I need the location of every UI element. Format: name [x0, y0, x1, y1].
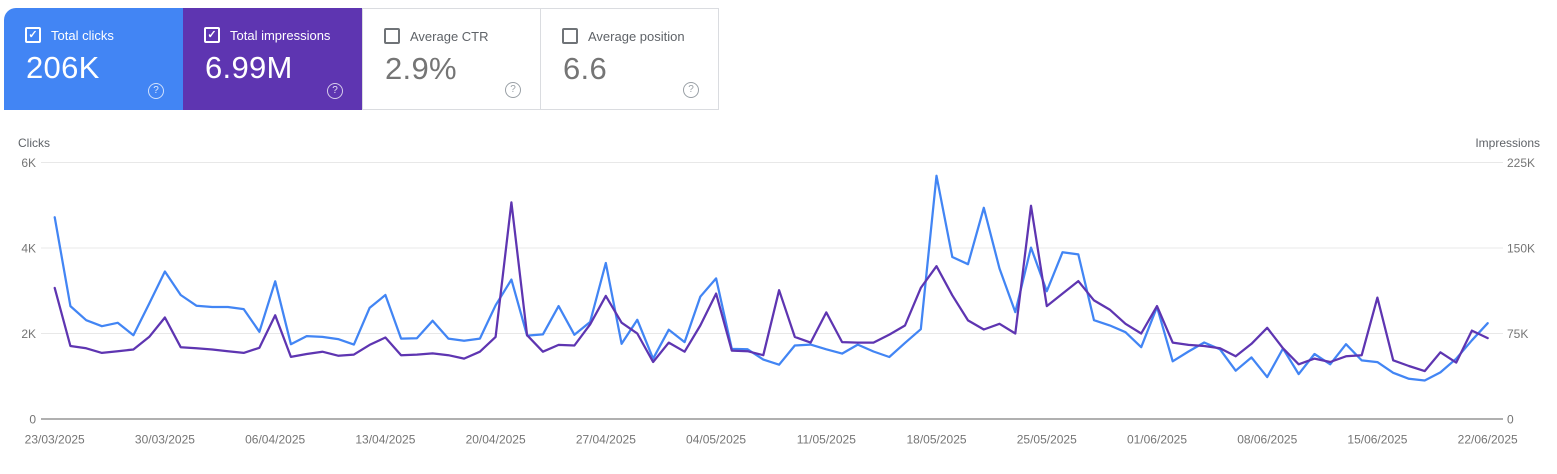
x-axis-date-label: 25/05/2025: [1017, 433, 1077, 447]
right-axis-tick-label: 0: [1507, 413, 1514, 427]
help-icon[interactable]: ?: [148, 83, 164, 99]
total-impressions-value: 6.99M: [205, 50, 293, 85]
x-axis-date-label: 04/05/2025: [686, 433, 746, 447]
x-axis-date-label: 18/05/2025: [907, 433, 967, 447]
clicks-line[interactable]: [53, 174, 1489, 382]
help-icon[interactable]: ?: [327, 83, 343, 99]
metric-card-total-impressions[interactable]: ✓ Total impressions 6.99M ?: [183, 8, 362, 110]
x-axis-date-label: 06/04/2025: [245, 433, 305, 447]
metric-card-average-position[interactable]: Average position 6.6 ?: [540, 8, 719, 110]
average-position-value: 6.6: [563, 51, 607, 86]
total-clicks-value: 206K: [26, 50, 100, 85]
impressions-line[interactable]: [53, 201, 1489, 373]
right-axis-tick-label: 75K: [1507, 327, 1528, 341]
metric-card-total-clicks[interactable]: ✓ Total clicks 206K ?: [4, 8, 183, 110]
right-axis-title: Impressions: [1475, 136, 1540, 150]
left-axis-tick-label: 0: [29, 413, 36, 427]
checkbox-checked-icon[interactable]: ✓: [25, 27, 41, 43]
left-axis-tick-label: 2K: [21, 327, 36, 341]
metric-cards: ✓ Total clicks 206K ? ✓ Total impression…: [4, 8, 719, 110]
card-label: Average position: [588, 28, 685, 44]
card-header: ✓ Total impressions: [204, 27, 330, 43]
help-icon[interactable]: ?: [505, 82, 521, 98]
checkbox-unchecked-icon[interactable]: [384, 28, 400, 44]
x-axis-date-label: 01/06/2025: [1127, 433, 1187, 447]
x-axis-date-label: 11/05/2025: [797, 433, 856, 447]
x-axis-date-label: 15/06/2025: [1347, 433, 1407, 447]
right-axis-tick-label: 150K: [1507, 242, 1535, 256]
left-axis-tick-label: 6K: [21, 156, 36, 170]
checkbox-unchecked-icon[interactable]: [562, 28, 578, 44]
x-axis-date-label: 13/04/2025: [355, 433, 415, 447]
card-label: Total clicks: [51, 27, 114, 43]
right-axis-tick-label: 225K: [1507, 156, 1535, 170]
card-label: Total impressions: [230, 27, 331, 43]
card-header: ✓ Total clicks: [25, 27, 114, 43]
card-header: Average CTR: [384, 28, 489, 44]
x-axis-date-label: 27/04/2025: [576, 433, 636, 447]
x-axis-date-label: 30/03/2025: [135, 433, 195, 447]
x-axis-date-label: 23/03/2025: [25, 433, 85, 447]
metric-card-average-ctr[interactable]: Average CTR 2.9% ?: [362, 8, 541, 110]
x-axis-date-label: 22/06/2025: [1458, 433, 1518, 447]
left-axis-tick-label: 4K: [21, 242, 36, 256]
card-label: Average CTR: [410, 28, 489, 44]
left-axis-title: Clicks: [18, 136, 50, 150]
average-ctr-value: 2.9%: [385, 51, 457, 86]
checkbox-checked-icon[interactable]: ✓: [204, 27, 220, 43]
card-header: Average position: [562, 28, 685, 44]
x-axis-date-label: 20/04/2025: [466, 433, 526, 447]
x-axis-date-label: 08/06/2025: [1237, 433, 1297, 447]
help-icon[interactable]: ?: [683, 82, 699, 98]
